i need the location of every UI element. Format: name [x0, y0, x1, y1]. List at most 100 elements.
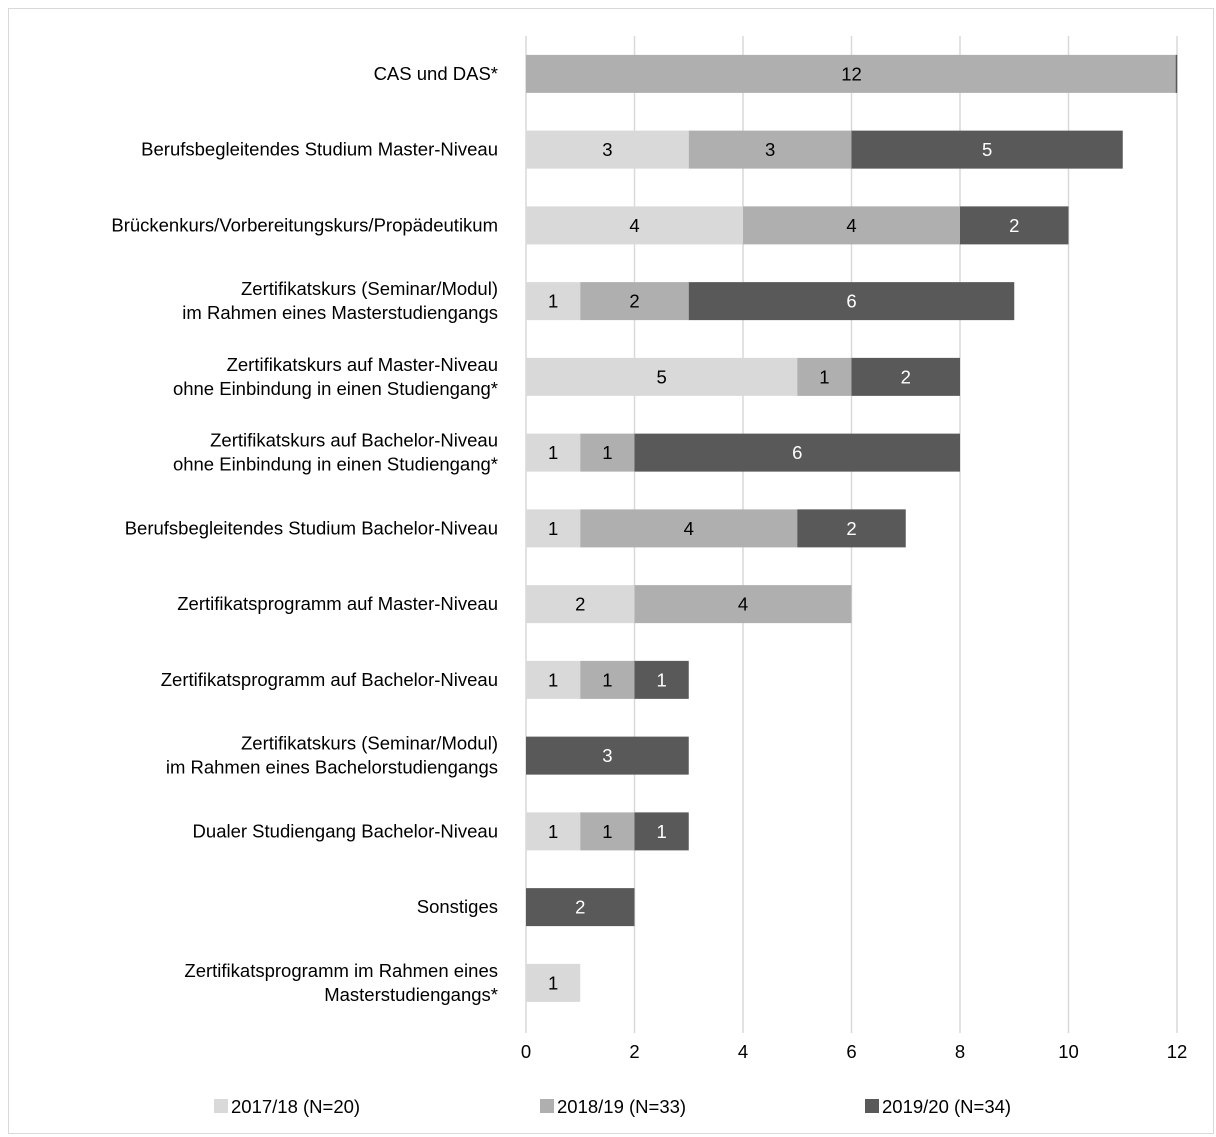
category-label-line: Zertifikatskurs (Seminar/Modul) [241, 733, 498, 754]
bar-segment [526, 812, 581, 851]
x-tick-label: 12 [1167, 1041, 1188, 1062]
legend-swatch [540, 1099, 554, 1113]
data-label: 1 [656, 821, 666, 842]
category-label-line: Brückenkurs/Vorbereitungskurs/Propädeuti… [111, 214, 498, 235]
bar-segment [580, 660, 635, 699]
data-label: 1 [656, 669, 666, 690]
data-label: 5 [982, 139, 992, 160]
data-label: 2 [901, 366, 911, 387]
data-label: 1 [602, 821, 612, 842]
data-label: 1 [548, 291, 558, 312]
bar-segment [960, 206, 1069, 245]
category-label: Zertifikatskurs auf Master-Niveau ohne Ei… [173, 354, 498, 399]
bar-segment [526, 585, 635, 624]
category-label: Zertifikatskurs (Seminar/Modul) im Rahmen… [166, 733, 498, 778]
bar-segment [634, 660, 689, 699]
data-label: 4 [629, 215, 639, 236]
data-label: 2 [575, 897, 585, 918]
bar-segment [797, 357, 852, 396]
bar-segment [526, 433, 581, 472]
category-label-line: Zertifikatsprogramm auf Master-Niveau [177, 593, 498, 614]
category-label-line: Zertifikatsprogramm im Rahmen eines [184, 960, 498, 981]
category-label: Berufsbegleitendes Studium Master-Niveau [141, 139, 498, 160]
data-label: 1 [548, 518, 558, 539]
bar-segment [743, 206, 960, 245]
data-label: 2 [575, 594, 585, 615]
x-tick-label: 0 [521, 1041, 531, 1062]
category-label: Zertifikatsprogramm auf Bachelor-Niveau [161, 669, 498, 690]
bar-segment [688, 282, 1015, 321]
legend-label: 2019/20 (N=34) [882, 1096, 1011, 1117]
data-label: 4 [738, 594, 748, 615]
data-label: 2 [1009, 215, 1019, 236]
bar-segment [526, 509, 581, 548]
category-label-line: Zertifikatskurs auf Master-Niveau [227, 354, 498, 375]
data-label: 1 [602, 669, 612, 690]
data-label: 2 [846, 518, 856, 539]
category-label-line: Berufsbegleitendes Studium Bachelor-Nive… [125, 517, 498, 538]
category-label-line: im Rahmen eines Bachelorstudiengangs [166, 757, 498, 778]
data-label: 2 [629, 291, 639, 312]
bar-segment [526, 888, 635, 927]
x-tick-label: 8 [955, 1041, 965, 1062]
legend-label: 2018/19 (N=33) [557, 1096, 686, 1117]
bar-segment [526, 963, 581, 1002]
bar-segment [526, 357, 798, 396]
category-label-line: Masterstudiengangs* [324, 984, 498, 1005]
category-label-line: ohne Einbindung in einen Studiengang* [173, 378, 498, 399]
x-tick-label: 10 [1058, 1041, 1079, 1062]
data-label: 12 [841, 63, 862, 84]
data-label: 1 [548, 442, 558, 463]
category-label-line: Berufsbegleitendes Studium Master-Niveau [141, 139, 498, 160]
data-label: 3 [765, 139, 775, 160]
category-label: Dualer Studiengang Bachelor-Niveau [193, 820, 498, 841]
category-label: Zertifikatskurs (Seminar/Modul) im Rahmen… [182, 278, 498, 323]
legend-swatch [214, 1099, 228, 1113]
data-label: 1 [819, 366, 829, 387]
category-label: Sonstiges [417, 896, 498, 917]
bar-segment [580, 433, 635, 472]
data-label: 6 [792, 442, 802, 463]
category-label-line: CAS und DAS* [374, 63, 498, 84]
category-label: Zertifikatskurs auf Bachelor-Niveau ohne … [173, 430, 498, 475]
category-label: Brückenkurs/Vorbereitungskurs/Propädeuti… [111, 214, 498, 235]
category-label-line: ohne Einbindung in einen Studiengang* [173, 454, 498, 475]
category-label-line: Zertifikatskurs auf Bachelor-Niveau [210, 430, 498, 451]
x-tick-label: 6 [846, 1041, 856, 1062]
bar-segment [851, 357, 960, 396]
bar-segment [634, 585, 852, 624]
data-label: 4 [846, 215, 856, 236]
bar-segment [688, 130, 852, 169]
bar-segment [580, 282, 689, 321]
category-label-line: Dualer Studiengang Bachelor-Niveau [193, 820, 498, 841]
chart-frame [8, 8, 1214, 1134]
data-label: 1 [548, 972, 558, 993]
bar-segment [851, 130, 1123, 169]
bar-segment [580, 509, 798, 548]
bar-segment [634, 433, 960, 472]
bar-segment [797, 509, 906, 548]
x-tick-label: 4 [738, 1041, 748, 1062]
category-label: Zertifikatsprogramm im Rahmen eines Maste… [184, 960, 498, 1005]
legend-swatch [865, 1099, 879, 1113]
bar-segment [526, 736, 689, 775]
data-label: 1 [548, 669, 558, 690]
legend-label: 2017/18 (N=20) [231, 1096, 360, 1117]
data-label: 1 [548, 821, 558, 842]
data-label: 4 [684, 518, 694, 539]
category-label-line: Sonstiges [417, 896, 498, 917]
category-label: CAS und DAS* [374, 63, 498, 84]
bar-segment [526, 660, 581, 699]
bar-segment [526, 282, 581, 321]
category-label-line: im Rahmen eines Masterstudiengangs [182, 302, 498, 323]
data-label: 3 [602, 745, 612, 766]
bar-segment [580, 812, 635, 851]
data-label: 1 [602, 442, 612, 463]
data-label: 3 [602, 139, 612, 160]
data-label: 6 [846, 291, 856, 312]
bar-segment [526, 130, 689, 169]
bar-segment [634, 812, 689, 851]
category-label: Zertifikatsprogramm auf Master-Niveau [177, 593, 498, 614]
data-label: 5 [656, 366, 666, 387]
